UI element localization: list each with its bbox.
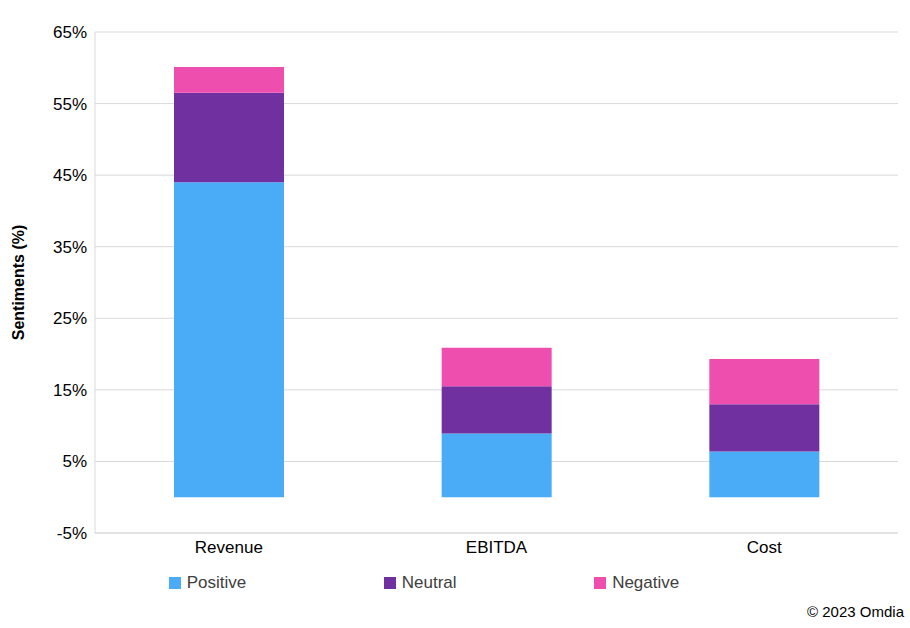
svg-text:45%: 45%: [53, 166, 87, 185]
html-text:Negative: Negative: [612, 573, 680, 592]
svg-text:35%: 35%: [53, 238, 87, 257]
svg-text:Revenue: Revenue: [195, 538, 263, 557]
svg-text:55%: 55%: [53, 95, 87, 114]
svg-text:15%: 15%: [53, 381, 87, 400]
svg-text:EBITDA: EBITDA: [466, 538, 528, 557]
svg-text:5%: 5%: [62, 452, 87, 471]
html-text:Neutral: Neutral: [401, 573, 457, 592]
svg-text:-5%: -5%: [57, 524, 87, 543]
html-text:© 2023 Omdia: © 2023 Omdia: [807, 603, 904, 620]
svg-text:65%: 65%: [53, 23, 87, 42]
html-text:Positive: Positive: [186, 573, 247, 592]
svg-text:25%: 25%: [53, 309, 87, 328]
svg-text:Sentiments (%): Sentiments (%): [10, 225, 27, 341]
svg-text:Cost: Cost: [747, 538, 782, 557]
